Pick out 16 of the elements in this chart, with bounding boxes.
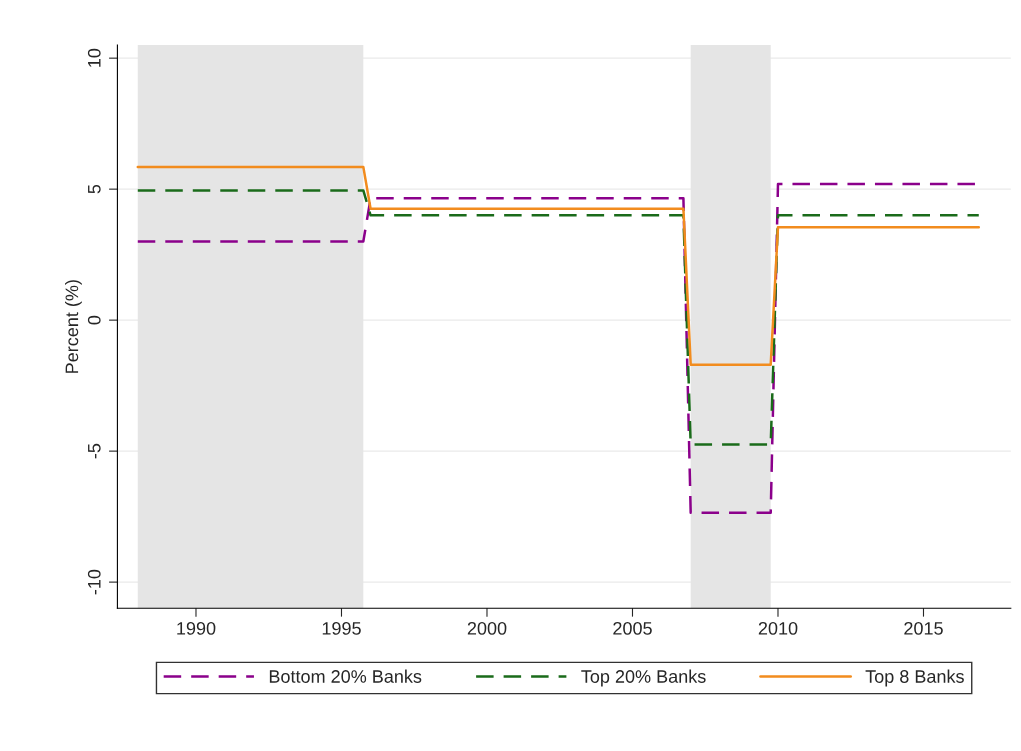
y-tick-label: 5: [88, 184, 101, 194]
y-tick-label: 10: [87, 48, 101, 67]
x-tick-label: 2005: [613, 621, 652, 635]
y-tick-label: -5: [88, 443, 101, 459]
x-tick-label: 2015: [904, 621, 943, 635]
y-axis-title: Percent (%): [65, 280, 82, 373]
y-tick-label: 0: [87, 315, 101, 325]
x-tick-label: 2000: [467, 621, 507, 635]
x-tick-label: 1990: [177, 621, 216, 635]
x-tick-label: 1995: [322, 621, 361, 635]
y-tick-label: -10: [87, 569, 101, 595]
legend-label: Top 8 Banks: [865, 669, 964, 687]
line-series: [136, 165, 981, 366]
x-tick-label: 2010: [758, 621, 798, 635]
legend-label: Top 20% Banks: [581, 669, 706, 687]
legend-label: Bottom 20% Banks: [269, 669, 422, 683]
